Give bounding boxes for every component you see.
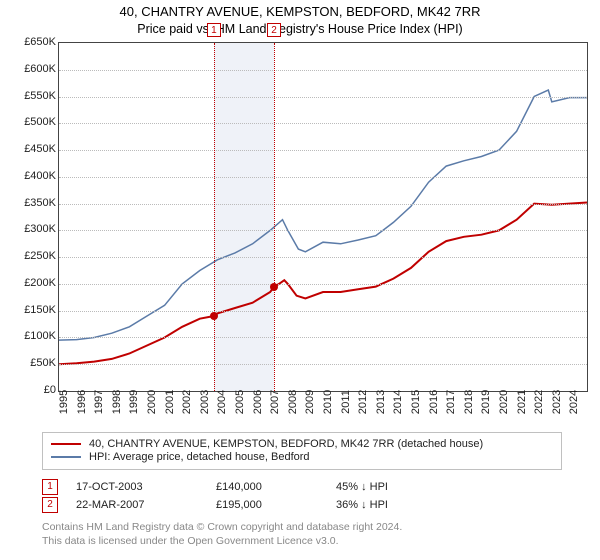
x-tick-label: 1997 — [93, 390, 105, 414]
gridline-h — [59, 123, 587, 124]
plot-area: 12 — [58, 42, 588, 392]
y-tick-label: £150K — [10, 304, 56, 316]
x-tick-label: 2024 — [568, 390, 580, 414]
footer-line2: This data is licensed under the Open Gov… — [42, 534, 402, 548]
y-tick-label: £200K — [10, 277, 56, 289]
y-tick-label: £250K — [10, 250, 56, 262]
x-tick-label: 2009 — [304, 390, 316, 414]
sale-delta: 45% ↓ HPI — [336, 481, 456, 493]
x-tick-label: 2014 — [392, 390, 404, 414]
event-index-box: 1 — [207, 23, 221, 37]
x-tick-label: 2008 — [287, 390, 299, 414]
sale-date: 17-OCT-2003 — [76, 481, 216, 493]
x-tick-label: 2012 — [357, 390, 369, 414]
title-main: 40, CHANTRY AVENUE, KEMPSTON, BEDFORD, M… — [0, 4, 600, 21]
legend-label-property: 40, CHANTRY AVENUE, KEMPSTON, BEDFORD, M… — [89, 438, 483, 450]
x-tick-label: 2011 — [340, 390, 352, 414]
footer-line1: Contains HM Land Registry data © Crown c… — [42, 520, 402, 534]
x-tick-label: 2002 — [181, 390, 193, 414]
y-tick-label: £100K — [10, 330, 56, 342]
x-tick-label: 2005 — [234, 390, 246, 414]
legend-swatch-property — [51, 443, 81, 445]
gridline-h — [59, 97, 587, 98]
sale-delta: 36% ↓ HPI — [336, 499, 456, 511]
x-tick-label: 2001 — [164, 390, 176, 414]
gridline-h — [59, 177, 587, 178]
gridline-h — [59, 364, 587, 365]
series-svg — [59, 43, 587, 391]
x-tick-label: 2007 — [269, 390, 281, 414]
x-tick-label: 2020 — [498, 390, 510, 414]
sale-price: £140,000 — [216, 481, 336, 493]
legend-row-hpi: HPI: Average price, detached house, Bedf… — [51, 450, 553, 463]
sale-index-box: 2 — [42, 497, 58, 513]
sale-row-2: 2 22-MAR-2007 £195,000 36% ↓ HPI — [42, 496, 456, 514]
event-line — [214, 43, 215, 391]
gridline-h — [59, 70, 587, 71]
footer-note: Contains HM Land Registry data © Crown c… — [42, 520, 402, 548]
x-tick-label: 1995 — [58, 390, 70, 414]
y-tick-label: £350K — [10, 197, 56, 209]
sale-index-box: 1 — [42, 479, 58, 495]
x-tick-label: 2019 — [480, 390, 492, 414]
x-tick-label: 2018 — [463, 390, 475, 414]
y-tick-label: £650K — [10, 36, 56, 48]
gridline-h — [59, 284, 587, 285]
y-tick-label: £400K — [10, 170, 56, 182]
sale-date: 22-MAR-2007 — [76, 499, 216, 511]
sale-marker — [210, 312, 218, 320]
y-tick-label: £600K — [10, 63, 56, 75]
gridline-h — [59, 257, 587, 258]
x-tick-label: 2000 — [146, 390, 158, 414]
sale-row-1: 1 17-OCT-2003 £140,000 45% ↓ HPI — [42, 478, 456, 496]
legend-label-hpi: HPI: Average price, detached house, Bedf… — [89, 451, 310, 463]
legend-box: 40, CHANTRY AVENUE, KEMPSTON, BEDFORD, M… — [42, 432, 562, 470]
y-tick-label: £50K — [10, 357, 56, 369]
gridline-h — [59, 204, 587, 205]
series-line-hpi — [59, 90, 587, 340]
x-tick-label: 2017 — [445, 390, 457, 414]
legend-swatch-hpi — [51, 456, 81, 458]
y-tick-label: £300K — [10, 223, 56, 235]
sales-table: 1 17-OCT-2003 £140,000 45% ↓ HPI 2 22-MA… — [42, 478, 456, 514]
y-tick-label: £550K — [10, 90, 56, 102]
x-tick-label: 2004 — [216, 390, 228, 414]
legend-row-property: 40, CHANTRY AVENUE, KEMPSTON, BEDFORD, M… — [51, 437, 553, 450]
x-tick-label: 2015 — [410, 390, 422, 414]
gridline-h — [59, 230, 587, 231]
x-tick-label: 2022 — [533, 390, 545, 414]
gridline-h — [59, 311, 587, 312]
x-tick-label: 2021 — [516, 390, 528, 414]
title-sub: Price paid vs. HM Land Registry's House … — [0, 21, 600, 37]
chart-wrap: 12 £0 £50K £100K £150K £200K £250K £300K £350K £… — [8, 42, 592, 422]
x-tick-label: 2013 — [375, 390, 387, 414]
event-line — [274, 43, 275, 391]
sale-price: £195,000 — [216, 499, 336, 511]
x-tick-label: 2023 — [551, 390, 563, 414]
x-tick-label: 2003 — [199, 390, 211, 414]
gridline-h — [59, 337, 587, 338]
gridline-h — [59, 150, 587, 151]
title-block: 40, CHANTRY AVENUE, KEMPSTON, BEDFORD, M… — [0, 0, 600, 37]
x-tick-label: 1998 — [111, 390, 123, 414]
y-tick-label: £500K — [10, 116, 56, 128]
x-tick-label: 2010 — [322, 390, 334, 414]
chart-container: 40, CHANTRY AVENUE, KEMPSTON, BEDFORD, M… — [0, 0, 600, 560]
sale-marker — [270, 283, 278, 291]
event-index-box: 2 — [267, 23, 281, 37]
x-tick-label: 2006 — [252, 390, 264, 414]
x-tick-label: 1999 — [128, 390, 140, 414]
x-tick-label: 1996 — [76, 390, 88, 414]
y-tick-label: £450K — [10, 143, 56, 155]
x-tick-label: 2016 — [428, 390, 440, 414]
y-tick-label: £0 — [10, 384, 56, 396]
